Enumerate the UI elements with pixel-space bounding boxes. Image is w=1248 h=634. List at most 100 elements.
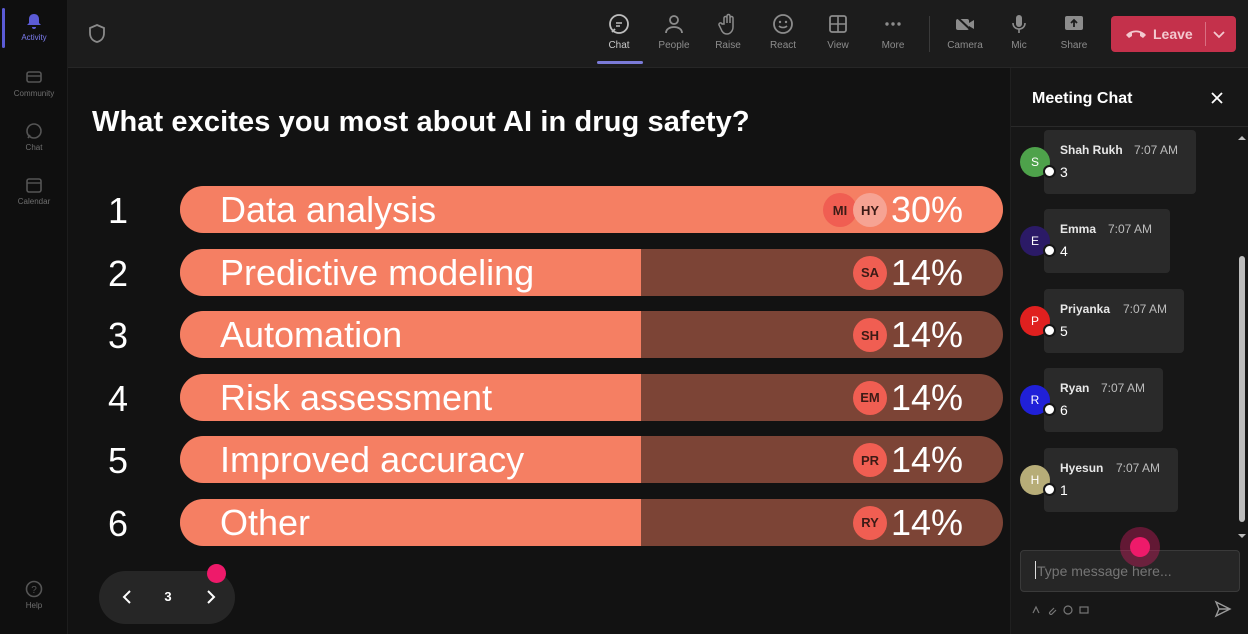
- poll-option-row: 1 Data analysis MI HY 30%: [68, 186, 1010, 234]
- voter-avatar: PR: [853, 443, 887, 477]
- option-bar[interactable]: Data analysis MI HY 30%: [180, 186, 1003, 233]
- message-time: 7:07 AM: [1116, 461, 1161, 475]
- react-button[interactable]: React: [759, 10, 807, 62]
- mic-label: Mic: [1011, 40, 1027, 51]
- message-bubble[interactable]: Hyesun 7:07 AM 1: [1044, 448, 1178, 512]
- option-number: 1: [107, 190, 129, 231]
- option-label: Automation: [220, 314, 403, 355]
- text-caret: [1035, 561, 1036, 579]
- voter-avatar: MI: [823, 193, 857, 227]
- chat-button[interactable]: Chat: [595, 10, 643, 62]
- chat-message-input[interactable]: [1020, 550, 1240, 592]
- option-label: Data analysis: [220, 189, 437, 230]
- sender-name: Shah Rukh: [1060, 143, 1123, 157]
- option-bar[interactable]: Predictive modeling SA 14%: [180, 248, 1003, 296]
- option-percentage: 30%: [890, 189, 963, 230]
- option-label: Improved accuracy: [220, 439, 525, 480]
- active-tab-indicator: [597, 61, 643, 64]
- smiley-icon: [770, 10, 796, 38]
- attach-icon[interactable]: [1047, 602, 1057, 615]
- option-percentage: 14%: [890, 439, 963, 480]
- option-number: 5: [107, 440, 129, 481]
- people-label: People: [658, 40, 690, 51]
- chat-label: Chat: [608, 40, 630, 51]
- message-text: 3: [1060, 164, 1068, 180]
- message-bubble[interactable]: Emma 7:07 AM 4: [1044, 209, 1170, 273]
- message-text: 4: [1060, 243, 1068, 259]
- gif-icon[interactable]: [1079, 602, 1089, 614]
- share-button[interactable]: Share: [1050, 10, 1098, 62]
- option-label: Predictive modeling: [220, 251, 535, 293]
- view-button[interactable]: View: [814, 10, 862, 62]
- message-bubble[interactable]: Shah Rukh 7:07 AM 3: [1044, 130, 1196, 194]
- option-percentage: 14%: [890, 376, 963, 418]
- more-button[interactable]: More: [869, 10, 917, 62]
- rail-item-community[interactable]: Community: [0, 66, 68, 98]
- rail-item-calendar[interactable]: Calendar: [0, 174, 68, 206]
- notification-dot: [207, 564, 226, 583]
- view-label: View: [827, 40, 849, 51]
- bell-icon: [23, 10, 45, 32]
- option-bar[interactable]: Improved accuracy PR 14%: [180, 436, 1003, 483]
- message-bubble[interactable]: Ryan 7:07 AM 6: [1044, 368, 1163, 432]
- calendar-icon: [23, 174, 45, 196]
- presence-indicator: [1043, 403, 1056, 416]
- camera-button[interactable]: Camera: [941, 10, 989, 62]
- format-icon[interactable]: [1031, 602, 1041, 614]
- chat-icon: [23, 120, 45, 142]
- grid-icon: [825, 10, 851, 38]
- phone-hangup-icon: [1125, 25, 1147, 43]
- rail-item-help[interactable]: ? Help: [0, 578, 68, 610]
- chevron-right-icon[interactable]: [201, 587, 221, 612]
- message-bubble[interactable]: Priyanka 7:07 AM 5: [1044, 289, 1184, 353]
- send-icon[interactable]: [1214, 600, 1232, 618]
- close-icon[interactable]: [1209, 90, 1225, 106]
- option-bar-fill: [180, 248, 641, 296]
- voter-avatar: EM: [853, 380, 887, 415]
- option-number: 4: [107, 377, 129, 419]
- poll-question: What excites you most about AI in drug s…: [92, 106, 750, 138]
- chevron-down-icon[interactable]: [1211, 26, 1227, 45]
- emoji-icon[interactable]: [1063, 602, 1073, 615]
- raise-hand-button[interactable]: Raise: [704, 10, 752, 62]
- option-percentage: 14%: [890, 251, 963, 293]
- rail-active-indicator: [2, 8, 5, 48]
- sender-name: Priyanka: [1060, 302, 1111, 316]
- mic-icon: [1006, 10, 1032, 38]
- rail-label: Community: [13, 89, 55, 98]
- message-text: 1: [1060, 482, 1068, 498]
- rail-item-chat[interactable]: Chat: [0, 120, 68, 152]
- option-percentage: 14%: [890, 314, 963, 355]
- meeting-toolbar: Chat People Raise React View More: [68, 0, 1248, 68]
- scroll-up-icon[interactable]: [1237, 130, 1247, 148]
- shield-icon[interactable]: [86, 22, 108, 44]
- sender-name: Ryan: [1060, 381, 1090, 395]
- option-bar[interactable]: Risk assessment EM 14%: [180, 373, 1003, 421]
- message-time: 7:07 AM: [1123, 302, 1168, 316]
- poll-option-row: 3 Automation SH 14%: [68, 311, 1010, 359]
- option-label: Risk assessment: [220, 376, 493, 418]
- chevron-left-icon[interactable]: [117, 587, 137, 612]
- voter-avatar: SH: [853, 318, 887, 352]
- leave-button[interactable]: Leave: [1111, 16, 1236, 52]
- rail-item-activity[interactable]: Activity: [0, 10, 68, 42]
- option-bar-fill: [180, 373, 641, 421]
- help-icon: ?: [23, 578, 45, 600]
- avatar: P: [1020, 306, 1050, 336]
- rail-label: Help: [25, 601, 43, 610]
- option-bar[interactable]: Other RY 14%: [180, 498, 1003, 546]
- share-screen-icon: [1061, 10, 1087, 38]
- mic-button[interactable]: Mic: [995, 10, 1043, 62]
- chat-scrollbar[interactable]: [1239, 256, 1245, 522]
- scroll-down-icon[interactable]: [1237, 528, 1247, 546]
- leave-divider: [1205, 22, 1206, 46]
- community-icon: [23, 66, 45, 88]
- people-button[interactable]: People: [650, 10, 698, 62]
- chat-message: Shah Rukh 7:07 AM 3 S: [1011, 130, 1236, 194]
- chat-message: Emma 7:07 AM 4 E: [1011, 209, 1236, 273]
- option-number: 2: [107, 252, 129, 294]
- option-bar[interactable]: Automation SH 14%: [180, 311, 1003, 358]
- pointer-dot: [1130, 537, 1150, 557]
- raise-label: Raise: [715, 40, 741, 51]
- presence-indicator: [1043, 324, 1056, 337]
